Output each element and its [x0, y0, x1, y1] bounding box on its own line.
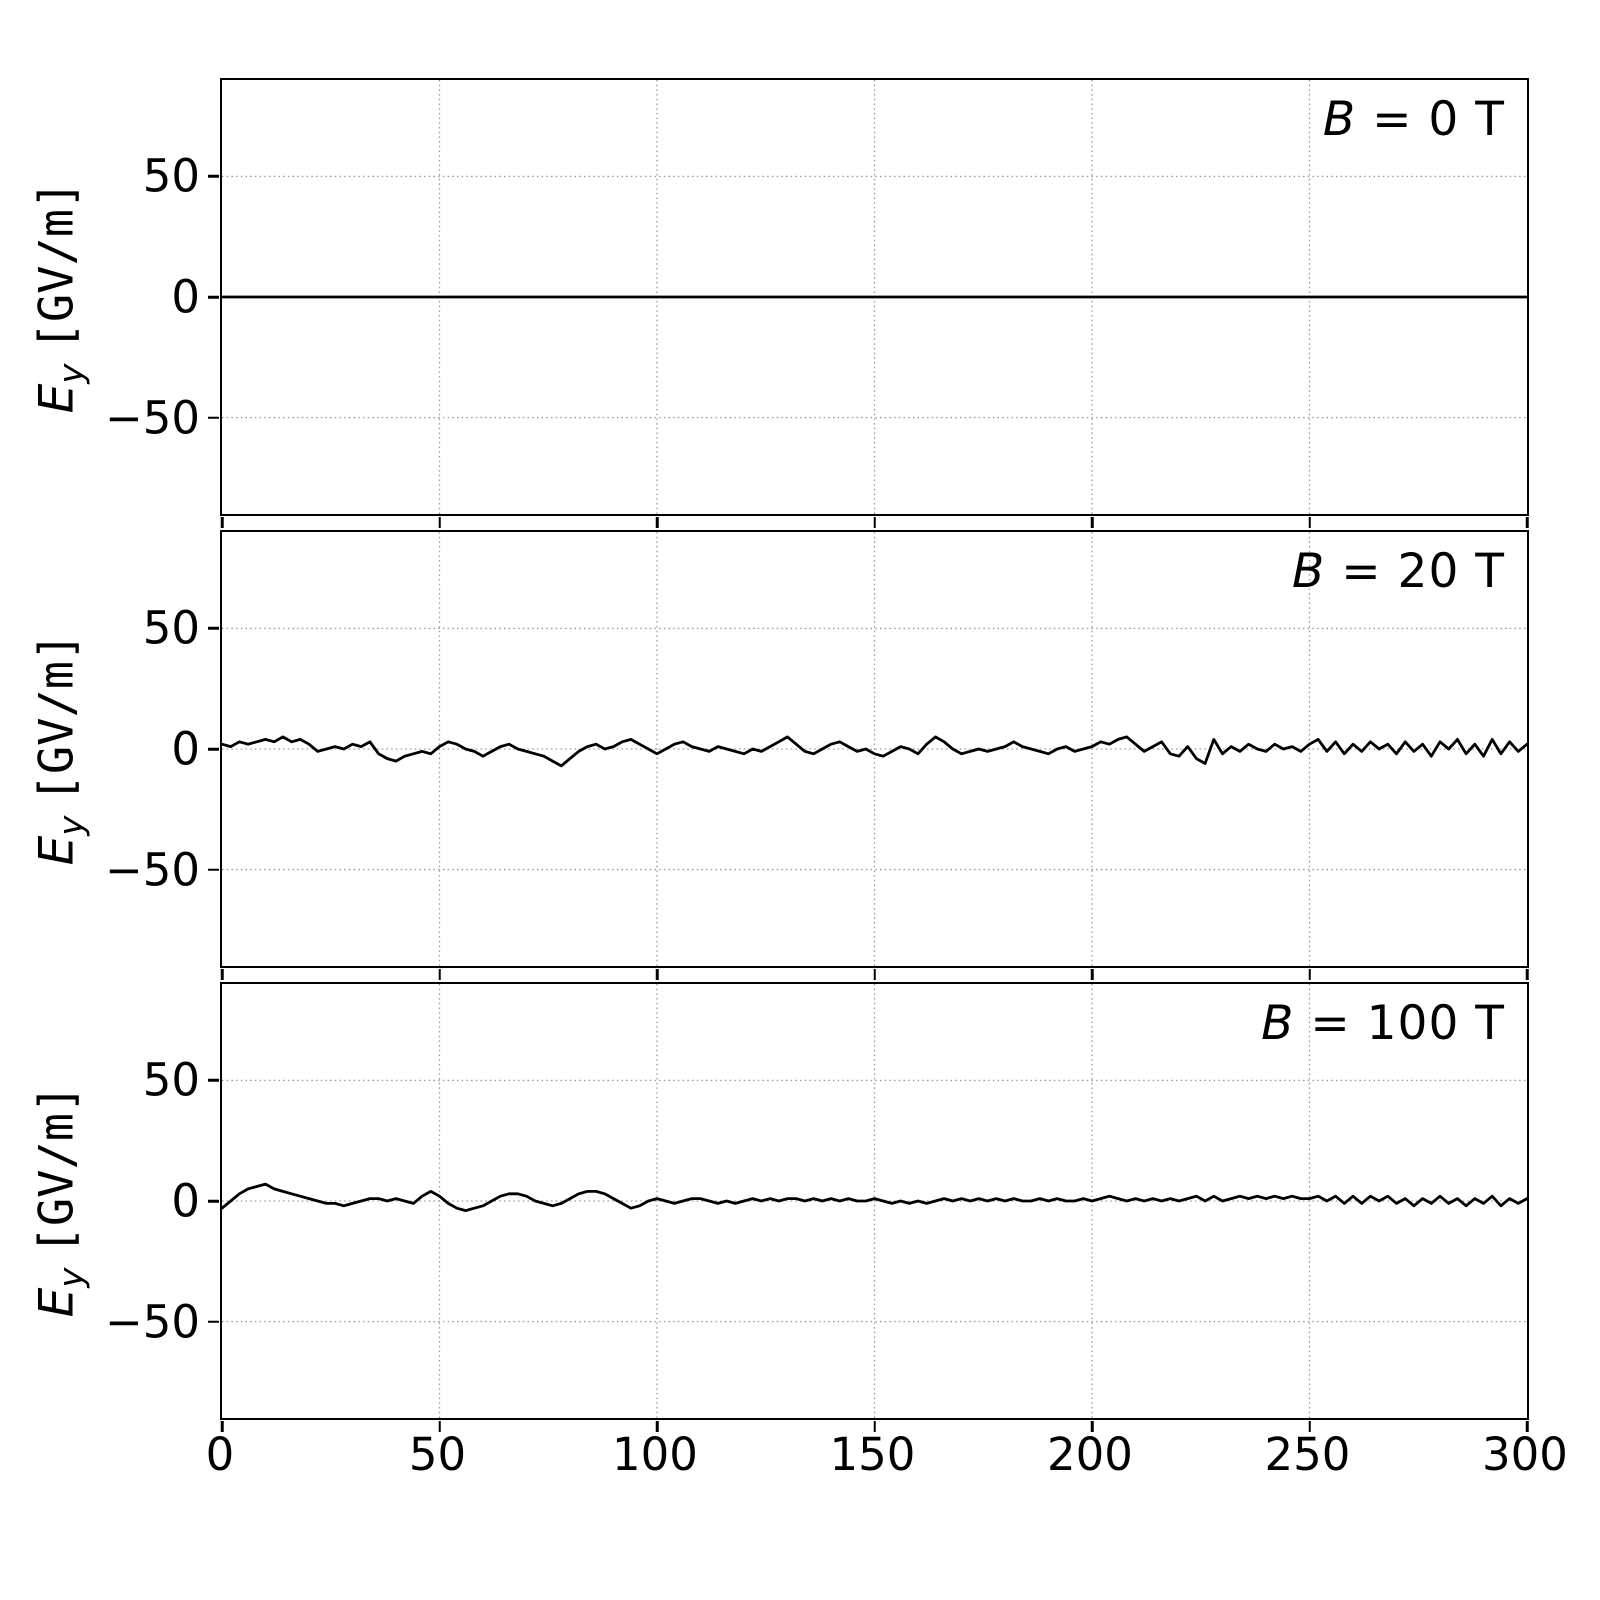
x-tick-mark [873, 1421, 876, 1432]
y-tick-label: 0 [171, 722, 200, 776]
subplot-b-0t: B = 0 T Ey [GV/m] 50 0 −50 [29, 78, 1529, 528]
y-tick-mark [208, 416, 219, 419]
x-tick-mark [1308, 969, 1311, 980]
x-tick-mark [220, 969, 224, 980]
y-tick-mark [208, 1320, 219, 1323]
y-tick-label: −50 [105, 843, 200, 897]
x-tick-label: 250 [1264, 1428, 1351, 1481]
annotation-value: = 20 T [1325, 544, 1505, 599]
x-tick-mark [1525, 1421, 1529, 1432]
x-tick-mark [220, 1421, 224, 1432]
y-tick-label: 50 [142, 1053, 200, 1107]
annotation-b-0t: B = 0 T [1323, 92, 1505, 147]
ylabel-unit: [GV/m] [29, 180, 85, 351]
y-tick-mark [208, 747, 219, 751]
x-tick-mark [220, 517, 224, 528]
y-tick-mark [208, 1079, 219, 1082]
x-tick-label: 0 [205, 1428, 235, 1481]
x-tick-mark [655, 517, 659, 528]
plot-area-b-0t [222, 80, 1527, 514]
subplot-b-20t: B = 20 T Ey [GV/m] 50 0 −50 [29, 530, 1529, 980]
y-tick-mark [208, 868, 219, 871]
x-tick-label: 100 [612, 1428, 698, 1481]
x-tick-label: 300 [1482, 1428, 1568, 1481]
x-tick-mark [1090, 969, 1094, 980]
annotation-b-100t: B = 100 T [1261, 996, 1505, 1051]
x-tick-mark [655, 1421, 659, 1432]
ylabel-symbol: E [29, 835, 85, 866]
plot-area-b-100t [222, 984, 1527, 1418]
annotation-variable: B [1292, 544, 1326, 599]
x-tick-label: 150 [829, 1428, 916, 1481]
ylabel-unit: [GV/m] [29, 632, 85, 803]
y-tick-mark [208, 627, 219, 630]
x-tick-label: 200 [1047, 1428, 1133, 1481]
x-tick-mark [655, 969, 659, 980]
x-tick-mark [873, 517, 876, 528]
ylabel-subscript: y [51, 363, 91, 384]
y-axis-label: Ey [GV/m] [29, 633, 90, 866]
ylabel-subscript: y [51, 815, 91, 836]
y-axis-label: Ey [GV/m] [29, 1085, 90, 1318]
y-axis-label: Ey [GV/m] [29, 181, 90, 414]
ylabel-symbol: E [29, 383, 85, 414]
y-tick-label: −50 [105, 1295, 200, 1349]
y-tick-mark [208, 175, 219, 178]
annotation-b-20t: B = 20 T [1292, 544, 1505, 599]
x-tick-mark [1525, 517, 1529, 528]
x-tick-label: 50 [408, 1428, 467, 1481]
ylabel-symbol: E [29, 1287, 85, 1318]
y-tick-mark [208, 295, 219, 299]
annotation-value: = 100 T [1294, 996, 1505, 1051]
y-tick-label: 0 [171, 270, 200, 324]
y-tick-label: 50 [142, 601, 200, 655]
annotation-value: = 0 T [1356, 92, 1505, 147]
y-tick-label: −50 [105, 391, 200, 445]
x-tick-mark [1090, 517, 1094, 528]
x-tick-mark [873, 969, 876, 980]
x-tick-mark [1308, 517, 1311, 528]
y-tick-mark [208, 1199, 219, 1203]
x-tick-mark [438, 517, 441, 528]
subplot-b-100t: B = 100 T Ey [GV/m] 50 0 −50 [29, 982, 1529, 1432]
plot-area-b-20t [222, 532, 1527, 966]
x-tick-mark [1308, 1421, 1311, 1432]
y-tick-label: 0 [171, 1174, 200, 1228]
y-tick-label: 50 [142, 149, 200, 203]
annotation-variable: B [1322, 92, 1357, 147]
x-tick-mark [438, 1421, 441, 1432]
ylabel-unit: [GV/m] [29, 1084, 85, 1255]
x-tick-mark [1090, 1421, 1094, 1432]
x-tick-mark [438, 969, 441, 980]
x-tick-mark [1525, 969, 1529, 980]
ylabel-subscript: y [51, 1267, 91, 1288]
annotation-variable: B [1261, 996, 1295, 1051]
